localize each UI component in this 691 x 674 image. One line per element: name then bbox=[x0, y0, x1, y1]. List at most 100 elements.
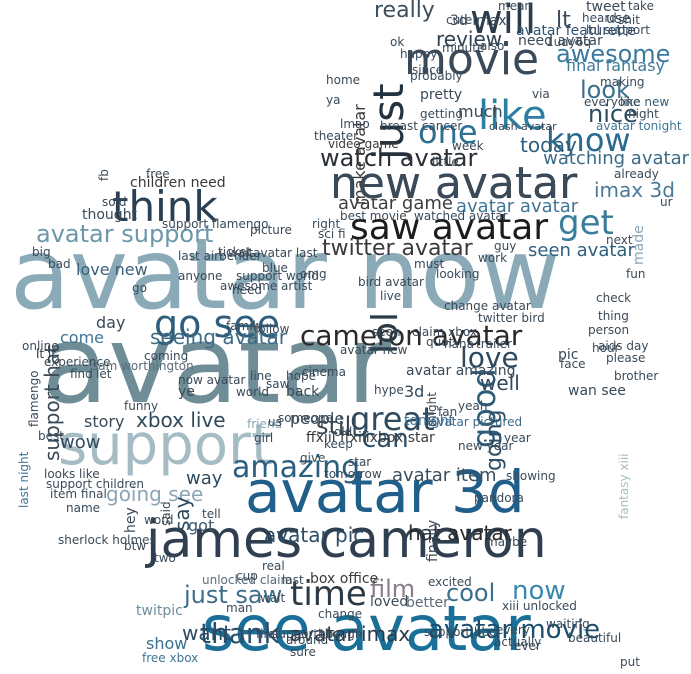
word-brother: brother bbox=[614, 369, 659, 383]
word-new-avatar: new avatar bbox=[330, 158, 578, 209]
word-lol-support: lol support bbox=[586, 23, 650, 37]
word-year: year bbox=[504, 431, 531, 445]
word-mean: mean bbox=[498, 0, 533, 13]
word-xbox-live: xbox live bbox=[136, 408, 226, 432]
word-free-xbox: free xbox bbox=[142, 651, 199, 665]
word-avatar-pic: avatar pic bbox=[264, 523, 365, 547]
word-great: great bbox=[350, 400, 435, 438]
word-take: take bbox=[628, 0, 654, 13]
word-now-avatar: now avatar bbox=[178, 373, 246, 387]
word-please: please bbox=[606, 351, 646, 365]
word-online: online bbox=[22, 339, 59, 353]
word-world: world bbox=[236, 385, 270, 399]
word-avatar-new: avatar new bbox=[340, 343, 408, 357]
word-theater: theater bbox=[314, 129, 359, 143]
word-avatar-support: avatar support bbox=[36, 220, 214, 248]
word-family: family bbox=[226, 319, 264, 333]
word-keep: keep bbox=[324, 437, 353, 451]
word-hat-avatar: hat avatar bbox=[408, 521, 512, 545]
word-like: like bbox=[478, 93, 547, 139]
word-need-avatar: need avatar bbox=[518, 33, 603, 49]
word-funny: funny bbox=[124, 399, 159, 413]
word-fantasy-xiii: fantasy xiii bbox=[617, 453, 631, 520]
word-though: though bbox=[320, 627, 363, 641]
word-people: people bbox=[290, 409, 345, 428]
word-avatar-featurette: avatar featurette bbox=[516, 23, 636, 39]
word-supportbbc: supportbbc bbox=[272, 627, 340, 641]
word-ur: ur bbox=[660, 195, 673, 209]
word-saw: saw bbox=[266, 377, 290, 391]
word-like-new: like new bbox=[620, 95, 670, 109]
word-new-year: new year bbox=[458, 439, 514, 453]
word-give: give bbox=[300, 451, 326, 465]
word-get: get bbox=[558, 203, 614, 243]
word-support-world: support world bbox=[236, 269, 319, 283]
word-bird-avatar: bird avatar bbox=[358, 275, 424, 289]
word-twitter-bird: twitter bird bbox=[478, 311, 545, 325]
word-blue: blue bbox=[262, 261, 288, 275]
word-lt-lt: lt lt bbox=[36, 347, 56, 361]
word-actually: actually bbox=[494, 635, 542, 649]
word-review: review bbox=[436, 27, 503, 51]
word-work: work bbox=[478, 251, 508, 265]
word-girl: girl bbox=[254, 431, 274, 445]
word-word: word bbox=[144, 513, 174, 527]
word-children-need: children need bbox=[130, 175, 226, 191]
word-wan-see: wan see bbox=[568, 383, 626, 399]
word-amazing: amazing bbox=[232, 450, 361, 485]
word-3d-imax: 3d imax bbox=[450, 13, 507, 29]
word-film: film bbox=[370, 575, 416, 603]
word-us: us bbox=[268, 415, 282, 429]
word-use: use bbox=[606, 11, 631, 27]
word-last: last bbox=[282, 573, 304, 587]
word-best: best bbox=[38, 429, 64, 443]
word-awesome: awesome bbox=[556, 40, 671, 68]
word-back: back bbox=[286, 384, 320, 400]
word-ticket: ticket bbox=[218, 245, 252, 259]
word-go: go bbox=[132, 281, 147, 295]
word-wow: wow bbox=[60, 432, 101, 453]
word-really: really bbox=[374, 0, 435, 23]
word-imax-3d: imax 3d bbox=[594, 178, 675, 202]
word-see-avatar: see avatar bbox=[202, 592, 531, 665]
word-need: need bbox=[232, 283, 262, 297]
word-twitpic: twitpic bbox=[136, 603, 183, 619]
word-yeah: yeah bbox=[458, 399, 488, 413]
word-can: can bbox=[362, 424, 409, 454]
word-avatar-movie: avatar movie bbox=[428, 615, 601, 645]
word-little: little bbox=[432, 155, 459, 169]
word-fun: fun bbox=[626, 267, 646, 281]
word-next: next bbox=[606, 233, 633, 247]
word-cup: cup bbox=[236, 569, 258, 583]
word-today: today bbox=[520, 133, 577, 157]
word-since: since bbox=[412, 63, 444, 77]
word-saw-avatar: saw avatar bbox=[350, 207, 549, 248]
word-loved: loved bbox=[370, 594, 409, 610]
word-watched-avatar: watched avatar bbox=[414, 209, 508, 223]
word-made: made bbox=[631, 225, 647, 265]
word-fan: fan bbox=[438, 405, 458, 419]
word-cameron-avatar: cameron avatar bbox=[300, 319, 523, 352]
word-old: old bbox=[334, 425, 353, 439]
word-support-bbc: support bbc bbox=[424, 625, 496, 639]
word-ffxiii-ffxiiixbox-star: ffxiii ffxiiixbox star bbox=[306, 430, 435, 446]
word-1uay6q: 1uay6q bbox=[546, 35, 591, 49]
word-sure: sure bbox=[290, 645, 316, 659]
word-every: every bbox=[496, 623, 530, 637]
word-finally: finally bbox=[425, 519, 441, 562]
word-friend: friend bbox=[247, 417, 283, 431]
word-3d: 3d bbox=[404, 382, 425, 401]
word-avatar: avatar bbox=[42, 303, 392, 428]
word-one: one bbox=[418, 113, 478, 151]
word-final-fantasy: final fantasy bbox=[566, 56, 666, 75]
word-happy: happy bbox=[400, 47, 438, 61]
word-will: will bbox=[470, 0, 537, 43]
word-hey: hey bbox=[123, 507, 139, 534]
word-picture: picture bbox=[250, 223, 292, 237]
word-thank: thank bbox=[200, 617, 280, 650]
word-maybe: maybe bbox=[486, 535, 528, 549]
word-best-movie: best movie bbox=[340, 209, 407, 223]
word-probably: probably bbox=[410, 69, 463, 83]
word-movie: movie bbox=[404, 34, 540, 85]
